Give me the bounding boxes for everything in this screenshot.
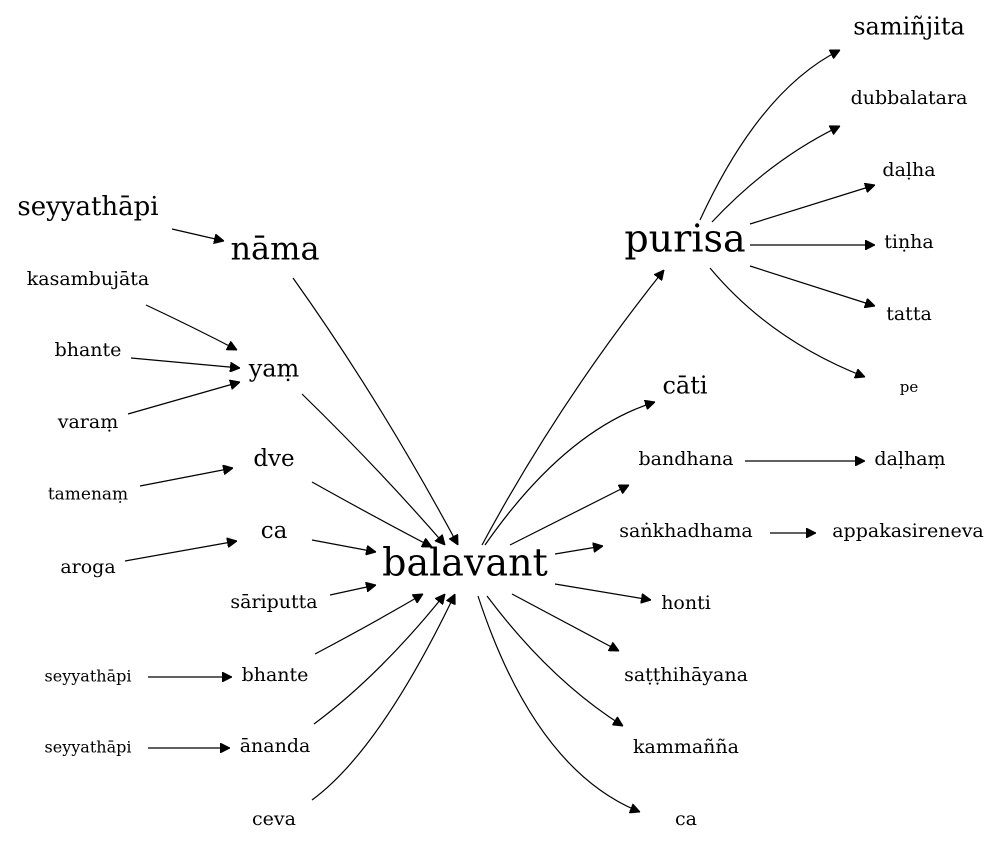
edge-ca_1-balavant: [311, 539, 376, 552]
node-tatta: tatta: [886, 303, 932, 325]
edge-sariputta-balavant: [329, 585, 376, 596]
node-dve: dve: [253, 446, 294, 472]
node-pe: pe: [900, 378, 919, 396]
node-ananda: ānanda: [240, 735, 311, 757]
edge-seyyathapi_1-nama: [171, 228, 224, 241]
node-bandhana: bandhana: [638, 448, 733, 470]
nodes-layer: balavant seyyathāpi nāma kasambujāta bha…: [17, 13, 983, 831]
edge-ceva-balavant: [311, 594, 455, 801]
node-satthihayana: saṭṭhihāyana: [624, 664, 748, 686]
edge-ananda-balavant: [313, 594, 445, 725]
edge-balavant-purisa: [481, 270, 664, 546]
node-balavant: balavant: [382, 541, 548, 585]
edge-aroga-ca_1: [124, 541, 237, 562]
node-saminjita: samiñjita: [853, 13, 965, 41]
node-sankhadhama: saṅkhadhama: [619, 520, 752, 542]
edge-dve-balavant: [311, 481, 432, 548]
edge-purisa-tatta: [749, 265, 875, 306]
edge-bhante_1-yam: [130, 357, 240, 368]
node-sariputta: sāriputta: [230, 591, 317, 613]
node-nama: nāma: [230, 230, 319, 268]
edge-yam-balavant: [301, 393, 445, 545]
edge-balavant-sankhadhama: [554, 546, 603, 555]
node-tinha: tiṇha: [884, 231, 934, 253]
edge-balavant-honti: [554, 583, 651, 600]
edges-layer: [124, 49, 875, 812]
node-ca_2: ca: [675, 808, 697, 830]
edge-balavant-satthihayana: [511, 593, 619, 652]
edge-balavant-kammanna: [486, 595, 623, 726]
edge-varam-yam: [127, 382, 240, 415]
edge-nama-balavant: [292, 277, 458, 545]
edge-balavant-bandhana: [509, 484, 629, 546]
node-honti: honti: [661, 592, 711, 614]
node-seyyathapi_2: seyyathāpi: [45, 667, 132, 686]
edge-tamenam-dve: [139, 468, 233, 487]
node-appakasireneva: appakasireneva: [832, 520, 984, 542]
node-ca_1: ca: [261, 518, 288, 544]
node-yam: yaṃ: [248, 355, 300, 383]
edge-purisa-dalha: [749, 185, 875, 225]
node-aroga: aroga: [60, 556, 115, 578]
edge-purisa-saminjita: [699, 49, 840, 221]
edge-balavant-cati: [484, 402, 655, 546]
node-purisa: purisa: [624, 217, 745, 261]
node-ceva: ceva: [252, 808, 296, 830]
edge-balavant-ca_2: [477, 595, 640, 812]
node-varam: varaṃ: [57, 411, 119, 433]
node-dalha: daḷha: [882, 159, 935, 181]
node-dalham: daḷhaṃ: [874, 448, 945, 470]
node-bhante_2: bhante: [242, 664, 309, 686]
node-seyyathapi_1: seyyathāpi: [17, 192, 158, 222]
node-cati: cāti: [662, 372, 707, 400]
node-seyyathapi_3: seyyathāpi: [45, 738, 132, 757]
node-kammanna: kammañña: [633, 736, 739, 758]
edge-kasambujata-yam: [145, 304, 237, 351]
node-bhante_1: bhante: [55, 339, 122, 361]
edge-bhante_2-balavant: [314, 594, 423, 655]
node-dubbalatara: dubbalatara: [851, 87, 968, 109]
node-kasambujata: kasambujāta: [27, 268, 150, 290]
edge-purisa-dubbalatara: [711, 126, 840, 223]
edge-purisa-pe: [709, 267, 865, 377]
node-tamenam: tamenaṃ: [48, 485, 128, 505]
